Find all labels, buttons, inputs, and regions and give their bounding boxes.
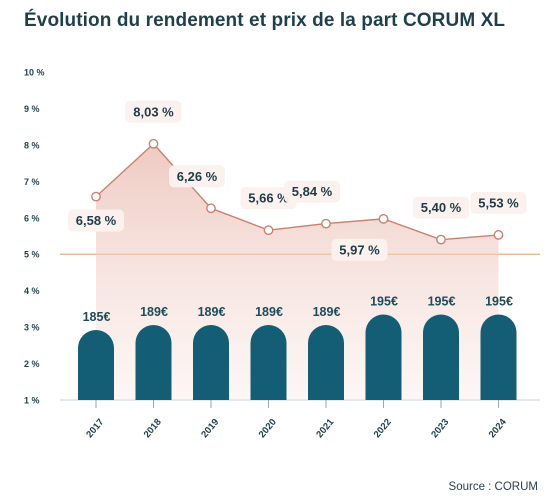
- x-tick-label: 2022: [372, 417, 394, 440]
- x-tick-label: 2017: [84, 417, 106, 440]
- price-bar: [135, 325, 172, 400]
- yield-label: 6,58 %: [76, 213, 117, 228]
- yield-label-box: [413, 196, 469, 219]
- yield-label-box: [331, 238, 388, 261]
- yield-label: 5,97 %: [339, 242, 380, 257]
- yield-line-path: [95, 142, 499, 241]
- price-label: 195€: [485, 295, 513, 309]
- yield-label-box: [470, 191, 527, 214]
- yield-point: [436, 234, 446, 245]
- y-tick-label: 5 %: [24, 250, 40, 260]
- yield-label-box: [284, 180, 340, 203]
- price-label: 195€: [370, 295, 398, 309]
- yield-label: 5,53 %: [478, 195, 519, 210]
- y-tick-label: 8 %: [24, 140, 40, 150]
- x-tick-label: 2018: [142, 417, 164, 440]
- y-tick-label: 3 %: [24, 323, 40, 333]
- yield-point: [148, 138, 159, 149]
- price-bar: [423, 314, 459, 400]
- price-bar: [193, 325, 229, 400]
- x-tick-label: 2024: [487, 416, 509, 440]
- x-tick-label: 2019: [199, 417, 221, 440]
- yield-label: 5,66 %: [248, 191, 289, 206]
- yield-point: [206, 203, 216, 214]
- yield-point: [263, 225, 274, 236]
- yield-label-box: [169, 165, 225, 188]
- yield-point: [493, 230, 504, 240]
- price-bar: [365, 314, 402, 400]
- y-tick-label: 2 %: [24, 359, 40, 369]
- price-bar: [480, 314, 517, 400]
- data-labels: 185€ 189€ 189€ 189€ 189€ 195€ 195€ 195€ 6,58 % 8,…: [68, 100, 527, 324]
- y-tick-label: 7 %: [24, 177, 40, 187]
- x-tick-label: 2023: [429, 417, 451, 440]
- y-tick-label: 9 %: [24, 104, 40, 114]
- yield-label: 8,03 %: [133, 104, 174, 119]
- price-label: 195€: [428, 295, 456, 309]
- yield-line: [91, 138, 504, 245]
- y-tick-label: 10 %: [24, 68, 45, 78]
- price-bar: [250, 325, 287, 400]
- price-label: 189€: [313, 305, 341, 319]
- yield-point: [91, 191, 101, 202]
- yield-label-box: [240, 187, 297, 210]
- price-bars: [78, 314, 517, 400]
- chart-title: Évolution du rendement et prix de la par…: [24, 10, 506, 31]
- x-tick-label: 2021: [314, 416, 336, 440]
- x-axis: 2017 2018 2019 2020 2021 2022 2023 2024: [84, 400, 509, 440]
- price-bar: [308, 325, 344, 400]
- source-note: Source : CORUM: [448, 481, 538, 493]
- yield-point: [321, 218, 331, 229]
- yield-label: 5,84 %: [292, 184, 333, 199]
- y-tick-label: 6 %: [24, 213, 40, 223]
- price-label: 189€: [140, 305, 168, 319]
- x-tick-label: 2020: [257, 417, 279, 440]
- yield-label-box: [68, 209, 124, 232]
- yield-label-box: [125, 100, 182, 123]
- yield-label: 5,40 %: [421, 200, 462, 215]
- price-label: 189€: [198, 305, 226, 319]
- yield-point: [378, 213, 389, 224]
- y-tick-label: 1 %: [24, 396, 40, 406]
- y-tick-label: 4 %: [24, 286, 40, 296]
- price-bar: [78, 330, 114, 400]
- price-label: 185€: [83, 310, 111, 324]
- yield-label: 6,26 %: [177, 169, 218, 184]
- price-label: 189€: [255, 305, 283, 319]
